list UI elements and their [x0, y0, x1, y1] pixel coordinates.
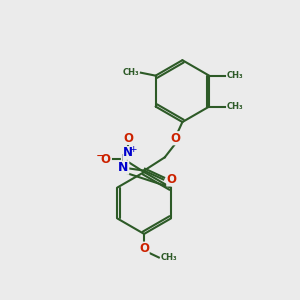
Text: O: O [101, 153, 111, 166]
Text: +: + [129, 145, 136, 154]
Text: O: O [167, 173, 177, 186]
Text: H: H [121, 154, 129, 164]
Text: CH₃: CH₃ [227, 102, 244, 111]
Text: O: O [170, 132, 180, 145]
Text: CH₃: CH₃ [123, 68, 140, 77]
Text: O: O [123, 132, 133, 145]
Text: CH₃: CH₃ [227, 71, 244, 80]
Text: N: N [118, 161, 129, 174]
Text: N: N [123, 146, 133, 159]
Text: −: − [96, 150, 106, 163]
Text: O: O [139, 242, 149, 255]
Text: CH₃: CH₃ [160, 253, 177, 262]
